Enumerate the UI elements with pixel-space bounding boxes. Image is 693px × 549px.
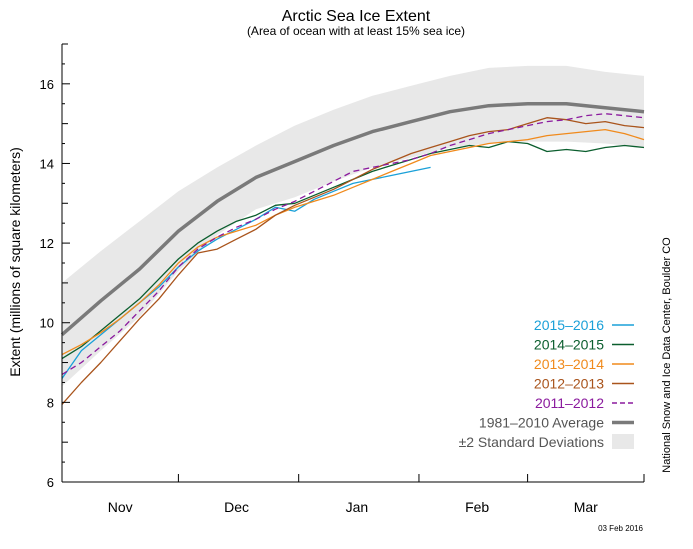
legend-label: 2011–2012 xyxy=(535,395,604,411)
y-tick-label: 12 xyxy=(40,236,54,251)
legend: 2015–2016 2014–2015 2013–2014 2012–2013 2011… xyxy=(459,317,634,450)
x-month-label: Feb xyxy=(465,499,489,515)
legend-label: 2014–2015 xyxy=(534,337,604,353)
y-tick-label: 16 xyxy=(40,77,54,92)
chart-subtitle: (Area of ocean with at least 15% sea ice… xyxy=(247,24,465,38)
x-month-label: Dec xyxy=(224,499,249,515)
series-line-3 xyxy=(61,117,645,405)
y-tick-label: 14 xyxy=(40,156,54,171)
plot-area: 6 8 10 12 14 16 Nov Dec Jan Feb Mar xyxy=(40,43,645,515)
legend-swatch xyxy=(612,434,634,449)
series-line-4 xyxy=(61,113,645,376)
date-stamp: 03 Feb 2016 xyxy=(598,524,643,533)
legend-label: 2013–2014 xyxy=(534,356,604,372)
legend-label: 1981–2010 Average xyxy=(479,415,604,431)
y-axis-label: Extent (millions of square kilometers) xyxy=(7,147,23,377)
y-tick-label: 10 xyxy=(40,316,54,331)
x-month-label: Nov xyxy=(108,499,133,515)
legend-label: 2015–2016 xyxy=(534,317,604,333)
legend-label: ±2 Standard Deviations xyxy=(459,434,604,450)
credit-text: National Snow and Ice Data Center, Bould… xyxy=(661,237,673,473)
y-tick-label: 8 xyxy=(47,395,54,410)
x-month-label: Jan xyxy=(346,499,369,515)
average-line xyxy=(60,101,645,337)
std-deviation-band xyxy=(62,65,644,387)
chart-title: Arctic Sea Ice Extent xyxy=(282,8,431,25)
legend-label: 2012–2013 xyxy=(534,376,604,392)
y-tick-label: 6 xyxy=(47,475,54,490)
x-month-label: Mar xyxy=(574,499,598,515)
series-line-2 xyxy=(61,128,645,356)
